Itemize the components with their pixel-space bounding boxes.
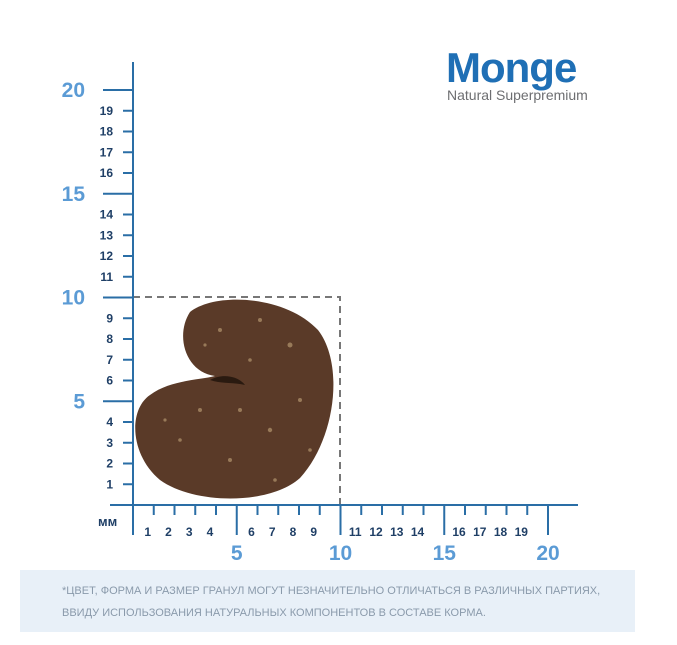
x-minor-label: 3	[186, 525, 193, 539]
x-minor-label: 16	[452, 525, 466, 539]
y-minor-label: 2	[106, 457, 113, 471]
y-minor-label: 3	[106, 436, 113, 450]
y-minor-label: 9	[106, 311, 113, 325]
x-minor-label: 17	[473, 525, 487, 539]
y-minor-label: 4	[106, 415, 113, 429]
x-minor-label: 14	[411, 525, 425, 539]
logo-brand: Monge	[446, 44, 576, 91]
x-major-label: 5	[231, 542, 243, 565]
x-minor-label: 4	[207, 525, 214, 539]
x-minor-label: 6	[248, 525, 255, 539]
note-line: *ЦВЕТ, ФОРМА И РАЗМЕР ГРАНУЛ МОГУТ НЕЗНА…	[62, 585, 600, 597]
kibble	[135, 299, 334, 499]
y-minor-label: 14	[100, 208, 114, 222]
y-major-label: 5	[73, 390, 85, 413]
x-minor-label: 9	[310, 525, 317, 539]
y-major-label: 20	[62, 79, 85, 102]
y-major-label: 15	[62, 183, 86, 206]
x-minor-label: 19	[515, 525, 529, 539]
y-minor-label: 6	[106, 374, 113, 388]
y-minor-label: 7	[106, 353, 113, 367]
x-major-label: 15	[433, 542, 457, 565]
y-minor-label: 18	[100, 125, 114, 139]
x-minor-label: 13	[390, 525, 404, 539]
x-minor-label: 8	[290, 525, 297, 539]
note-box	[20, 570, 635, 632]
x-major-label: 10	[329, 542, 352, 565]
x-minor-label: 2	[165, 525, 172, 539]
y-minor-label: 8	[106, 332, 113, 346]
unit-label: мм	[98, 514, 117, 529]
y-minor-label: 17	[100, 145, 114, 159]
note-line: ВВИДУ ИСПОЛЬЗОВАНИЯ НАТУРАЛЬНЫХ КОМПОНЕН…	[62, 607, 486, 619]
y-minor-label: 11	[100, 270, 113, 284]
x-minor-label: 12	[369, 525, 383, 539]
y-major-label: 10	[62, 287, 85, 310]
y-minor-label: 13	[100, 228, 114, 242]
x-minor-label: 1	[144, 525, 151, 539]
x-major-label: 20	[536, 542, 559, 565]
x-minor-label: 18	[494, 525, 508, 539]
logo-tagline: Natural Superpremium	[447, 87, 588, 103]
y-minor-label: 19	[100, 104, 114, 118]
x-minor-label: 11	[349, 525, 362, 539]
y-minor-label: 12	[100, 249, 114, 263]
y-minor-label: 1	[106, 477, 113, 491]
y-minor-label: 16	[100, 166, 114, 180]
x-minor-label: 7	[269, 525, 276, 539]
